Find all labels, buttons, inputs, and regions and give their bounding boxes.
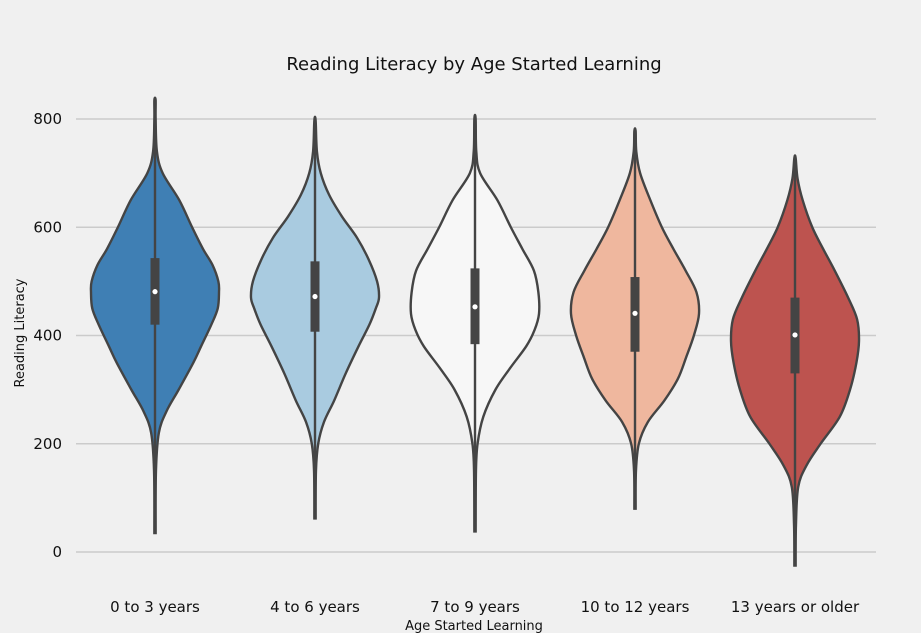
y-tick-label: 400 [33, 327, 62, 345]
y-tick-label: 800 [33, 110, 62, 128]
x-tick-label: 0 to 3 years [110, 598, 200, 616]
violin-median-dot [632, 310, 638, 316]
x-tick-label: 13 years or older [731, 598, 860, 616]
violin-layer [89, 96, 861, 567]
y-tick-label: 600 [33, 218, 62, 236]
x-tick-label: 4 to 6 years [270, 598, 360, 616]
violin-median-dot [792, 332, 798, 338]
y-tick-label: 0 [52, 543, 62, 561]
violin-median-dot [152, 289, 158, 295]
x-tick-label: 7 to 9 years [430, 598, 520, 616]
violin-median-dot [312, 293, 318, 300]
y-tick-label: 200 [33, 435, 62, 453]
y-tick-labels: 0 200 400 600 800 [33, 110, 62, 561]
y-axis-label: Reading Literacy [13, 278, 28, 387]
chart-title: Reading Literacy by Age Started Learning [286, 54, 661, 75]
violin-median-dot [472, 304, 478, 310]
x-tick-label: 10 to 12 years [581, 598, 690, 616]
x-axis-label: Age Started Learning [405, 619, 543, 633]
x-tick-labels: 0 to 3 years 4 to 6 years 7 to 9 years 10 t… [110, 598, 860, 616]
